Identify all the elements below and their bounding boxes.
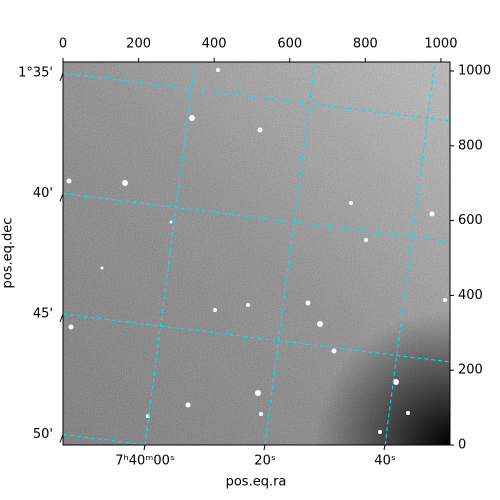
x-tick-label: 400 [202, 37, 227, 52]
x-tick-label: 600 [277, 37, 302, 52]
ra-grid-line [384, 62, 436, 445]
dec-tick [59, 434, 64, 443]
y-tick-label: 800 [458, 138, 483, 153]
plot-frame [62, 61, 451, 446]
dec-tick [59, 193, 64, 202]
ra-tick-label: 40ˢ [374, 454, 396, 469]
dec-tick-label: 40' [33, 186, 53, 201]
dec-grid-line [63, 313, 450, 363]
x-tick-label: 200 [126, 37, 151, 52]
dec-tick-label: 45' [33, 307, 53, 322]
dec-tick [59, 313, 64, 323]
x-tick-label: 1000 [424, 37, 457, 52]
x-tick-label: 800 [353, 37, 378, 52]
ra-tick [383, 444, 386, 451]
y-tick-label: 400 [458, 288, 483, 303]
ra-grid-line [264, 62, 316, 445]
y-axis-label: pos.eq.dec [1, 218, 16, 289]
y-tick-label: 600 [458, 213, 483, 228]
y-tick-label: 200 [458, 363, 483, 378]
dec-grid-line [63, 72, 450, 122]
sky-image [63, 62, 450, 445]
ra-tick-label: 20ˢ [254, 454, 276, 469]
wcs-grid [63, 62, 450, 445]
y-tick-label: 0 [458, 438, 466, 453]
dec-tick-label: 1°35' [18, 66, 53, 81]
ra-tick [263, 444, 266, 451]
x-tick-label: 0 [59, 37, 67, 52]
ra-tick-label: 7ʰ40ᵐ00ˢ [115, 454, 175, 469]
dec-tick-label: 50' [33, 427, 53, 442]
dec-tick [59, 72, 64, 82]
ra-grid-line [144, 62, 196, 445]
stars [66, 68, 447, 434]
ra-tick [143, 444, 146, 451]
x-axis-label: pos.eq.ra [226, 475, 287, 490]
dec-grid-line [63, 434, 152, 445]
y-tick-label: 1000 [458, 63, 491, 78]
dec-grid-line [63, 193, 450, 242]
